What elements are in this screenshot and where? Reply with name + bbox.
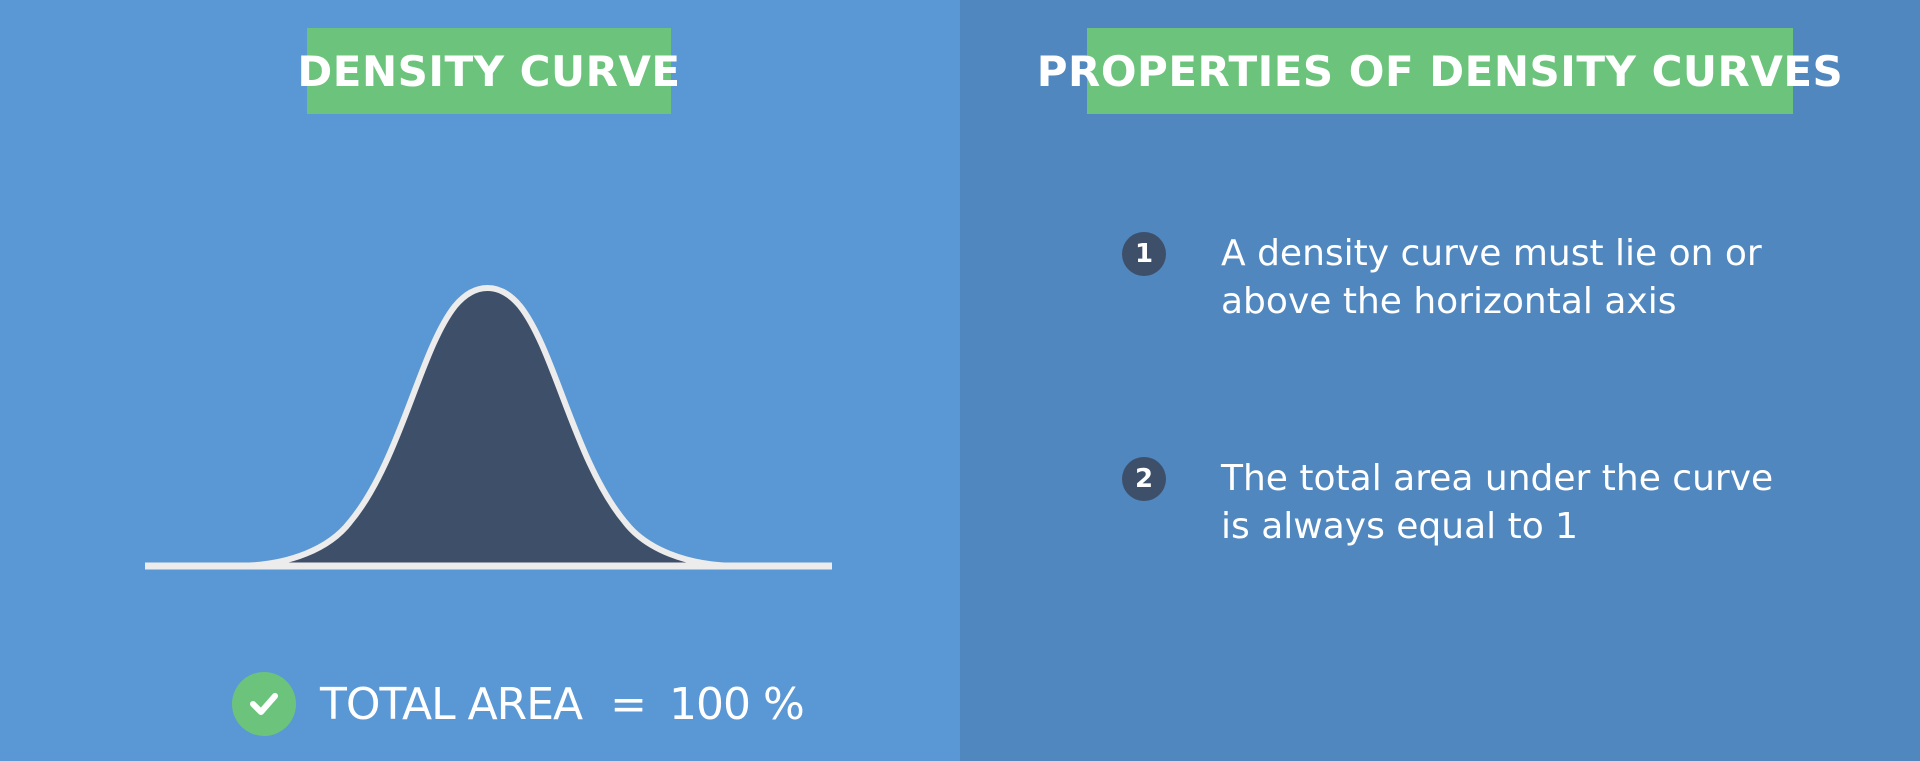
property-item-1: 1 A density curve must lie on or above t… (1122, 230, 1822, 326)
total-area-value: 100 % (669, 678, 805, 730)
total-area-label: TOTAL AREA (320, 678, 583, 730)
property-text-1: A density curve must lie on or above the… (1221, 233, 1762, 322)
equals-sign: = (610, 678, 648, 730)
right-panel: PROPERTIES OF DENSITY CURVES 1 A density… (960, 0, 1920, 761)
left-panel: DENSITY CURVE TOTAL AREA = 100 % (0, 0, 960, 761)
curve-area (235, 288, 740, 566)
number-badge-2: 2 (1122, 457, 1166, 501)
property-item-2: 2 The total area under the curve is alwa… (1122, 455, 1822, 551)
check-icon (232, 672, 296, 736)
density-curve-title: DENSITY CURVE (297, 28, 680, 114)
curve-line (232, 285, 743, 569)
density-curve-diagram (145, 285, 832, 570)
properties-title: PROPERTIES OF DENSITY CURVES (1037, 28, 1843, 114)
total-area-summary: TOTAL AREA = 100 % (232, 672, 805, 736)
number-badge-1: 1 (1122, 232, 1166, 276)
property-text-2: The total area under the curve is always… (1221, 458, 1774, 547)
